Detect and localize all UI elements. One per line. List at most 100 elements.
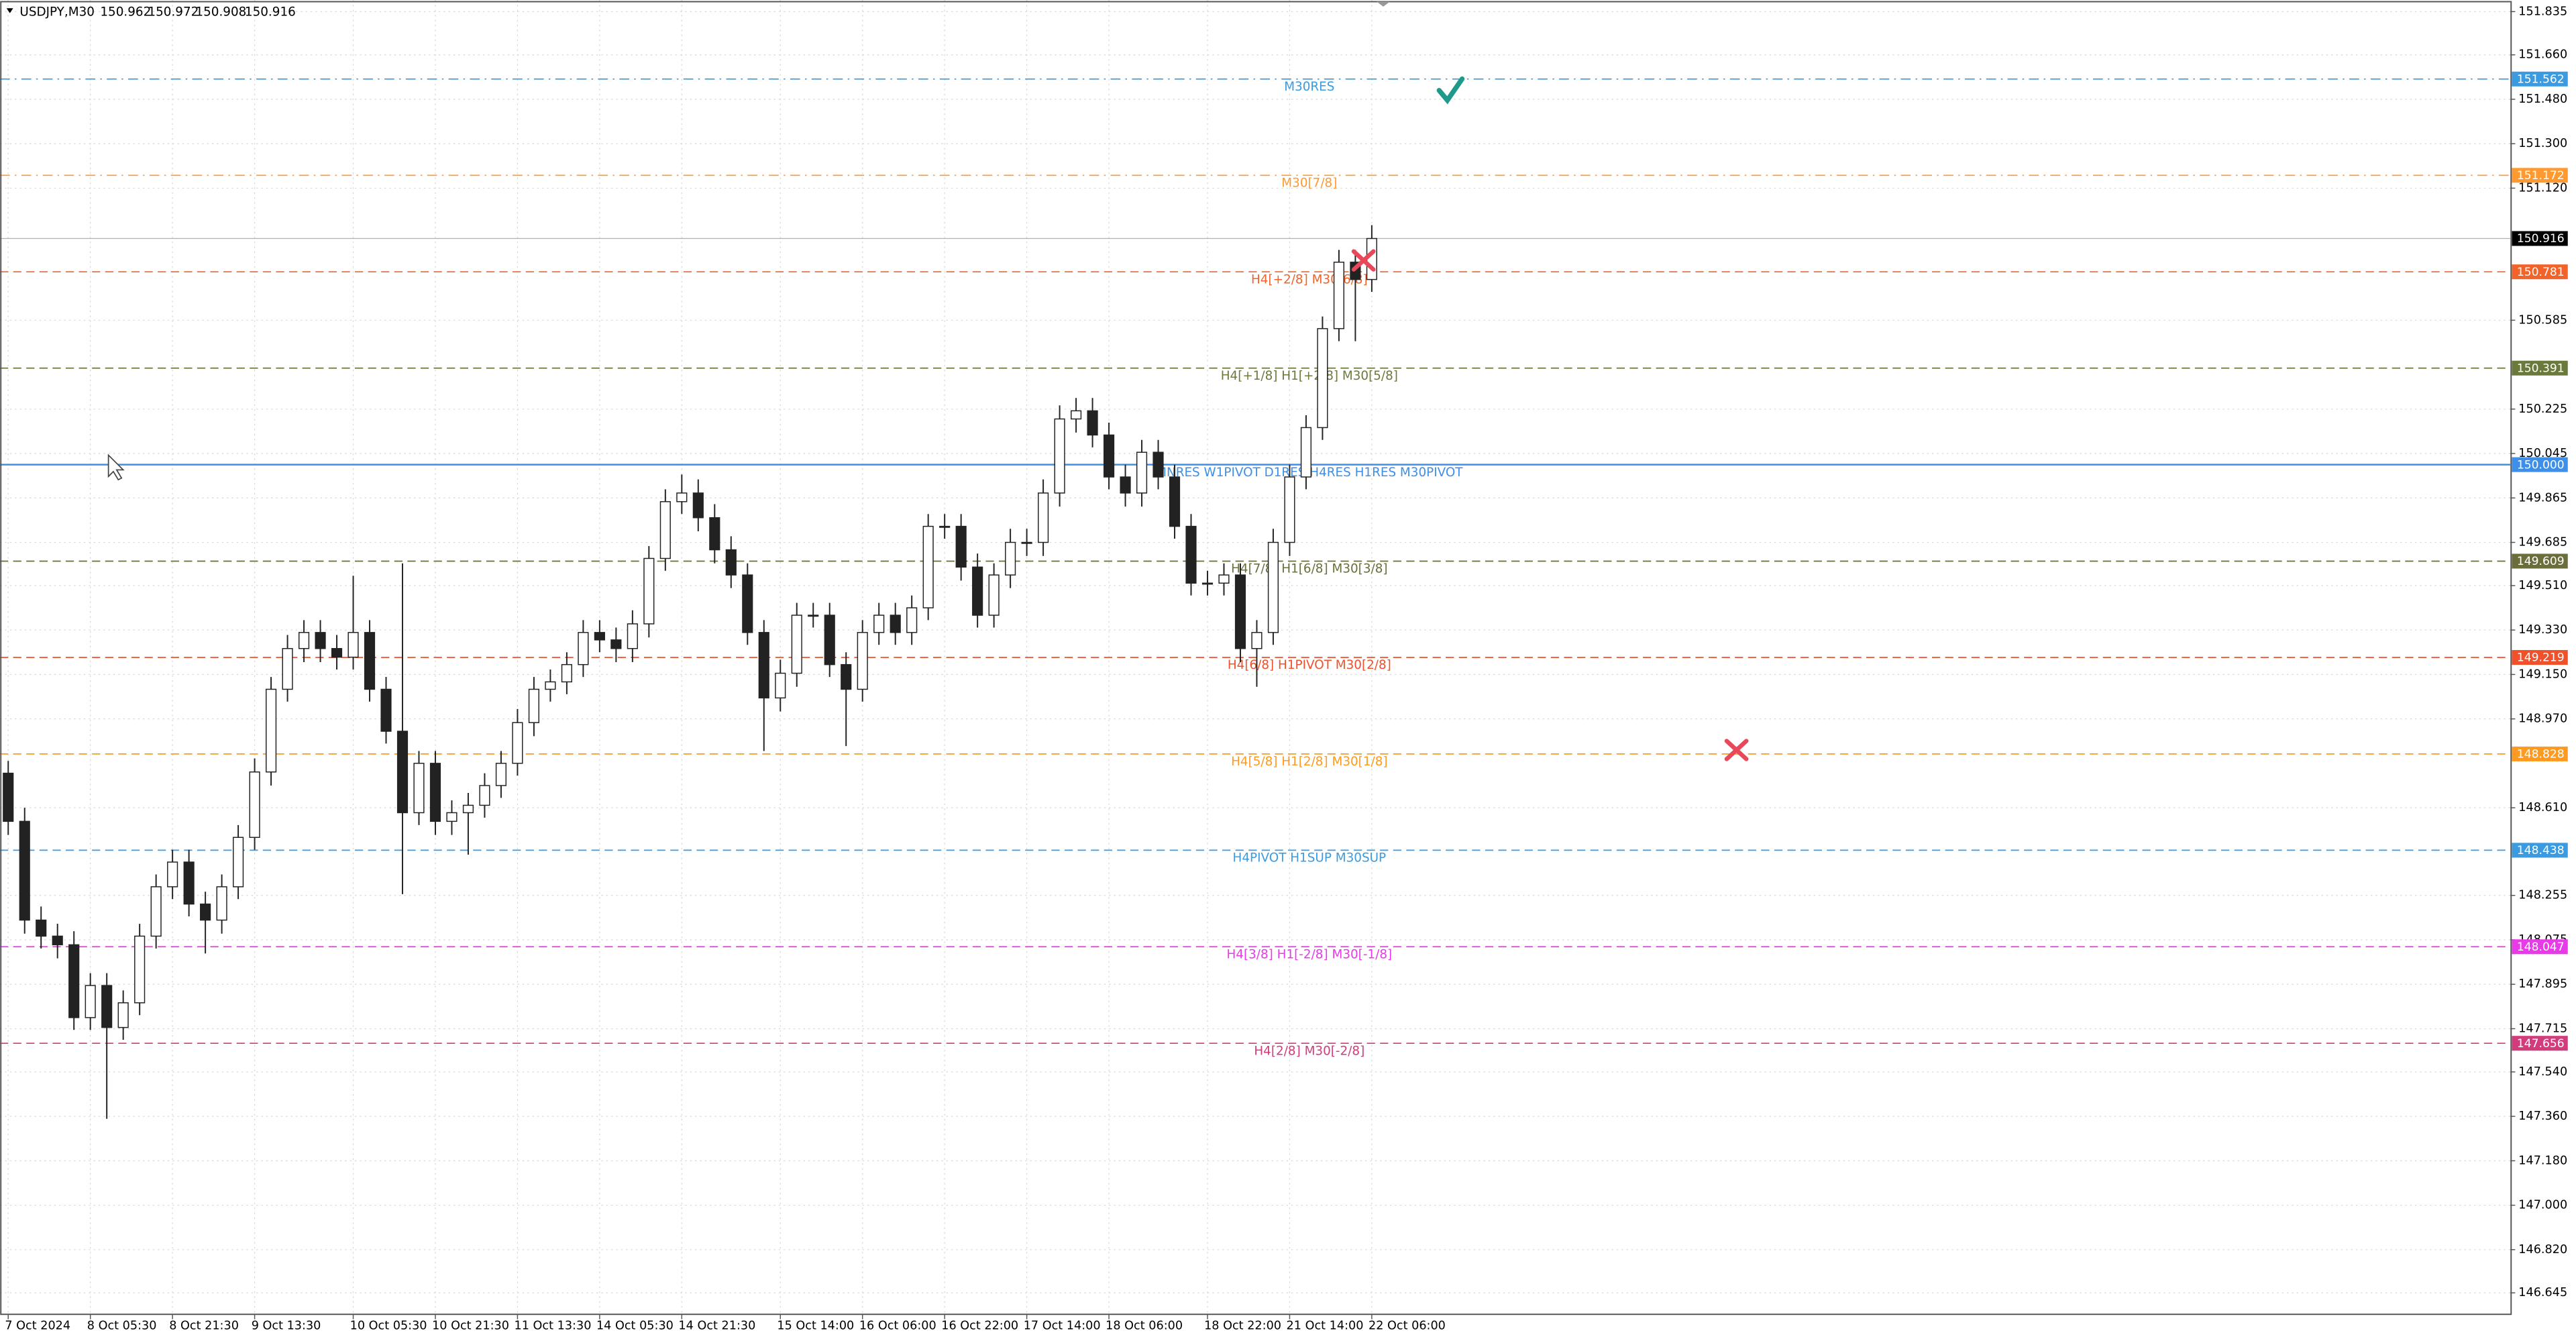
level-label: H4[2/8] M30[-2/8] [1254,1044,1364,1058]
candle-body [315,632,326,649]
quote-low: 150.908 [195,5,246,19]
candle-body [890,614,901,633]
candle-body [36,919,47,937]
level-label: H4[3/8] H1[-2/8] M30[-1/8] [1226,948,1392,962]
price-badge [2512,360,2568,376]
price-badge [2512,553,2568,569]
candle-body [52,935,63,946]
candle-body [709,517,720,551]
candle-body [988,574,1000,616]
x-tick-label: 15 Oct 14:00 [777,1319,854,1332]
candle-body [364,632,376,690]
candle-body [282,648,293,690]
candle-body [134,935,146,1004]
candle-body [1284,476,1295,543]
candle-body [857,632,868,690]
y-tick-label: 151.120 [2518,181,2567,195]
candle-body [446,812,458,822]
candle-body [676,492,688,502]
level-label: M30RES [1284,80,1334,94]
y-tick-label: 149.150 [2518,667,2567,681]
price-badge-label: 149.609 [2517,555,2565,568]
quote-close: 150.916 [245,5,296,19]
candle-body [19,820,30,921]
candle-body [643,557,655,625]
plot-frame [0,1,2512,1316]
candle-body [1201,582,1214,585]
x-tick-label: 18 Oct 22:00 [1204,1319,1281,1332]
level-label: H4[7/8] H1[6/8] M30[3/8] [1231,562,1387,576]
x-tick-label: 22 Oct 06:00 [1368,1319,1446,1332]
candle-body [824,614,835,665]
candle-body [545,681,556,690]
x-tick-label: 9 Oct 13:30 [252,1319,321,1332]
candle-body [1103,434,1115,478]
candle-body [1071,410,1082,420]
price-badge [2512,457,2568,472]
price-badge-label: 148.438 [2517,844,2565,857]
candle-body [1169,476,1181,527]
price-badge [2512,264,2568,280]
price-badge [2512,649,2568,665]
candle-body [972,566,983,616]
candle-body [512,722,523,764]
price-badge-label: 151.172 [2517,169,2565,182]
candle-body [841,663,852,690]
current-price-label: 150.916 [2517,232,2565,246]
axis: 151.835 151.660 151.480 151.300 151.120 150.5… [5,5,2568,1332]
candle-body [1038,492,1049,543]
y-tick-label: 149.685 [2518,536,2567,549]
price-badge-label: 151.562 [2517,73,2565,87]
candle-body [1251,632,1263,649]
x-tick-label: 7 Oct 2024 [5,1319,70,1332]
y-tick-label: 151.835 [2518,5,2567,18]
y-tick-label: 147.540 [2518,1065,2567,1079]
y-tick-label: 148.970 [2518,712,2567,726]
y-tick-label: 150.585 [2518,313,2567,327]
y-tick-label: 149.510 [2518,579,2567,592]
candle-body [1333,262,1344,329]
candle-body [610,639,622,649]
price-badge-label: 150.391 [2517,362,2565,375]
price-badge-label: 147.656 [2517,1037,2565,1051]
menu-arrow[interactable] [6,8,13,13]
candle-body [561,663,572,683]
candle-body [578,632,589,665]
candle-body [922,525,934,608]
candle-body [1234,574,1246,649]
candle-body [1136,451,1148,494]
candle-body [68,944,80,1018]
candle-body [1005,541,1016,576]
level-label: H4[5/8] H1[2/8] M30[1/8] [1231,755,1387,769]
candle-body [791,614,802,674]
candle-body [1300,427,1312,478]
x-tick-label: 11 Oct 13:30 [515,1319,592,1332]
candle-body [117,1002,129,1028]
y-tick-label: 147.895 [2518,977,2567,991]
price-badge [2512,168,2568,183]
candle-body [462,804,474,814]
x-tick-label: 14 Oct 21:30 [678,1319,755,1332]
y-tick-label: 147.715 [2518,1022,2567,1035]
x-tick-label: 21 Oct 14:00 [1287,1319,1364,1332]
candle-body [266,688,277,773]
candle-body [3,772,14,822]
candle-body [528,688,539,723]
candle-body [429,763,441,822]
candle-body [495,763,507,786]
candle-body [1120,476,1131,494]
candle-body [1317,328,1328,429]
candle-body [479,785,490,806]
shift-marker[interactable] [1377,1,1390,7]
level-label: H4[+1/8] H1[+2/8] M30[5/8] [1221,369,1398,383]
check-icon [1436,76,1465,105]
candle-body [331,648,343,658]
candle-body [233,837,244,888]
candle-body [775,672,786,699]
level-label: H4[6/8] H1PIVOT M30[2/8] [1228,658,1391,672]
y-tick-label: 147.180 [2518,1154,2567,1167]
price-badge-label: 150.781 [2517,266,2565,279]
